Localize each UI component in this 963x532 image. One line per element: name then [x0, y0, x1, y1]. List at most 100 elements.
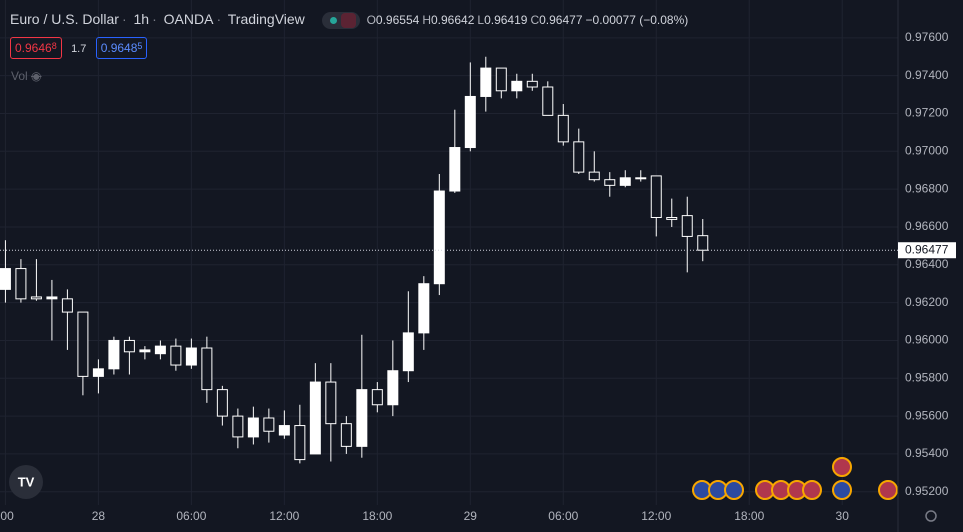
- x-tick-label: 29: [464, 509, 478, 523]
- y-tick-label: 0.96000: [905, 333, 949, 347]
- ohlc-key: L: [477, 13, 485, 27]
- buy-button[interactable]: 0.96485: [95, 37, 148, 59]
- candle-body: [170, 345, 182, 366]
- status-toggle[interactable]: [321, 11, 360, 29]
- symbol[interactable]: Euro / U.S. Dollar: [10, 11, 119, 27]
- candle-body: [216, 389, 228, 417]
- x-tick-label: 12:00: [269, 509, 299, 523]
- candle-body: [0, 268, 11, 290]
- candle-body: [92, 368, 104, 377]
- change: −0.00077 (−0.08%): [585, 13, 689, 27]
- candle-body: [635, 177, 647, 180]
- interval[interactable]: 1h: [133, 11, 150, 27]
- candle-body: [433, 190, 445, 285]
- candle-body: [340, 423, 352, 447]
- ohlc-key: H: [422, 13, 431, 27]
- legend-header: Euro / U.S. Dollar · 1h · OANDA · TradingVi…: [10, 11, 694, 29]
- candle-body: [588, 171, 600, 181]
- ohlc-key: C: [530, 13, 540, 27]
- candle-body: [356, 389, 368, 447]
- ohlc-value: 0.96642: [430, 13, 475, 27]
- sell-price: 0.9646: [15, 41, 52, 55]
- y-tick-label: 0.95200: [905, 484, 949, 498]
- y-tick-label: 0.95800: [905, 370, 949, 384]
- candle-body: [371, 389, 383, 406]
- trade-panel: 0.96468 1.7 0.96485: [10, 37, 148, 59]
- candle-body: [604, 179, 616, 186]
- candle-body: [511, 80, 523, 92]
- candle-body: [247, 417, 259, 438]
- candle-body: [108, 339, 120, 370]
- candle-body: [294, 425, 306, 461]
- x-tick-label: 28: [92, 509, 106, 523]
- y-tick-label: 0.96200: [905, 295, 949, 309]
- event-icons[interactable]: [692, 457, 898, 500]
- y-tick-label: 0.95400: [905, 446, 949, 460]
- sell-pip: 8: [51, 41, 57, 51]
- buy-pip: 5: [137, 41, 143, 51]
- y-tick-label: 0.96800: [905, 181, 949, 195]
- x-tick-label: 18:00: [362, 509, 392, 523]
- candle-body: [185, 347, 197, 366]
- settings-icon[interactable]: [925, 510, 937, 522]
- y-tick-label: 0.97200: [905, 106, 949, 120]
- candle-body: [263, 417, 275, 432]
- x-tick-label: 12:00: [641, 509, 671, 523]
- last-price-tag: [898, 242, 956, 259]
- candle-body: [139, 349, 151, 353]
- candle-body: [402, 332, 414, 372]
- candle-body: [77, 311, 89, 377]
- candle-body: [681, 215, 693, 237]
- candle-body: [154, 345, 166, 355]
- ohlc-value: 0.96554: [375, 13, 420, 27]
- candle-body: [123, 339, 135, 353]
- ohlc-key: O: [366, 13, 376, 27]
- candle-body: [387, 370, 399, 406]
- y-tick-label: 0.95600: [905, 408, 949, 422]
- x-tick-label: 06:00: [548, 509, 578, 523]
- candle-body: [480, 67, 492, 97]
- tv-logo[interactable]: TV: [9, 465, 43, 499]
- y-tick-label: 0.97400: [905, 68, 949, 82]
- x-tick-label: 30: [836, 509, 850, 523]
- x-tick-label: 06:00: [176, 509, 206, 523]
- candle-body: [449, 147, 461, 192]
- candle-body: [650, 175, 662, 219]
- source: OANDA: [163, 11, 214, 27]
- candle-body: [46, 296, 58, 300]
- y-tick-label: 0.97600: [905, 30, 949, 44]
- last-price-label: 0.96477: [905, 242, 949, 256]
- candle-body: [201, 347, 213, 391]
- ohlc-values: O0.96554 H0.96642 L0.96419 C0.96477 −0.00077…: [367, 13, 692, 27]
- spread: 1.7: [71, 43, 87, 55]
- ohlc-value: 0.96477: [539, 13, 583, 27]
- candle-body: [325, 381, 337, 425]
- volume-label[interactable]: Vol ◉: [11, 69, 42, 83]
- candle-body: [232, 415, 244, 438]
- platform: TradingView: [227, 11, 305, 27]
- candle-body: [542, 86, 554, 116]
- candle-body: [495, 67, 507, 92]
- y-tick-label: 0.97000: [905, 143, 949, 157]
- candle-body: [526, 80, 538, 88]
- candle-body: [666, 217, 678, 220]
- buy-price: 0.9648: [100, 41, 138, 55]
- sell-button[interactable]: 0.96468: [10, 37, 62, 59]
- x-tick-label: :00: [0, 509, 14, 523]
- candle-body: [309, 381, 321, 455]
- candle-body: [278, 425, 290, 436]
- candle-body: [15, 268, 27, 300]
- candle-body: [464, 95, 476, 149]
- y-tick-label: 0.96600: [905, 219, 949, 233]
- y-tick-label: 0.96400: [905, 257, 949, 271]
- candle-body: [697, 235, 709, 251]
- volume-text: Vol: [11, 69, 28, 83]
- svg-text:TV: TV: [18, 474, 35, 489]
- candle-body: [557, 114, 569, 143]
- candle-body: [619, 177, 631, 186]
- ohlc-value: 0.96419: [484, 13, 528, 27]
- x-tick-label: 18:00: [734, 509, 764, 523]
- candle-body: [573, 141, 585, 173]
